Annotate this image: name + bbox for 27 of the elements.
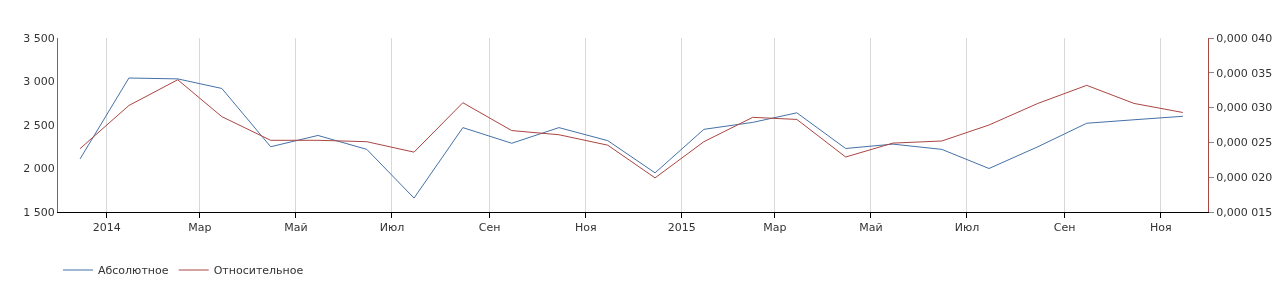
x-tick-label: Ноя	[1149, 221, 1172, 235]
x-tick-label: Сен	[1053, 221, 1076, 235]
x-tick-label: 2015	[667, 221, 696, 235]
legend-label: Абсолютное	[98, 264, 169, 278]
x-tick-label: 2014	[92, 221, 121, 235]
y-tick-label: 2 500	[23, 118, 55, 132]
y2-tick-label: 0,000 040	[1216, 31, 1273, 45]
x-tick-label: Сен	[478, 221, 501, 235]
x-tick-label: Июл	[954, 221, 980, 235]
y2-tick-label: 0,000 025	[1216, 136, 1273, 150]
x-tick-label: Ноя	[574, 221, 597, 235]
y2-tick-label: 0,000 030	[1216, 101, 1273, 115]
y-tick-label: 1 500	[23, 205, 55, 219]
legend-label: Относительное	[213, 264, 304, 278]
x-tick-label: Мар	[763, 221, 787, 235]
y2-tick-label: 0,000 015	[1216, 205, 1273, 219]
x-tick-label: Мар	[188, 221, 212, 235]
x-tick-label: Июл	[379, 221, 405, 235]
x-tick-label: Май	[284, 221, 308, 235]
line-series	[79, 77, 1184, 199]
line-series	[79, 79, 1184, 179]
y2-tick-label: 0,000 020	[1216, 171, 1273, 185]
y2-tick-label: 0,000 035	[1216, 66, 1273, 80]
y-tick-label: 2 000	[23, 162, 55, 176]
y-tick-label: 3 500	[23, 31, 55, 45]
x-tick-label: Май	[859, 221, 883, 235]
y-tick-label: 3 000	[23, 75, 55, 89]
